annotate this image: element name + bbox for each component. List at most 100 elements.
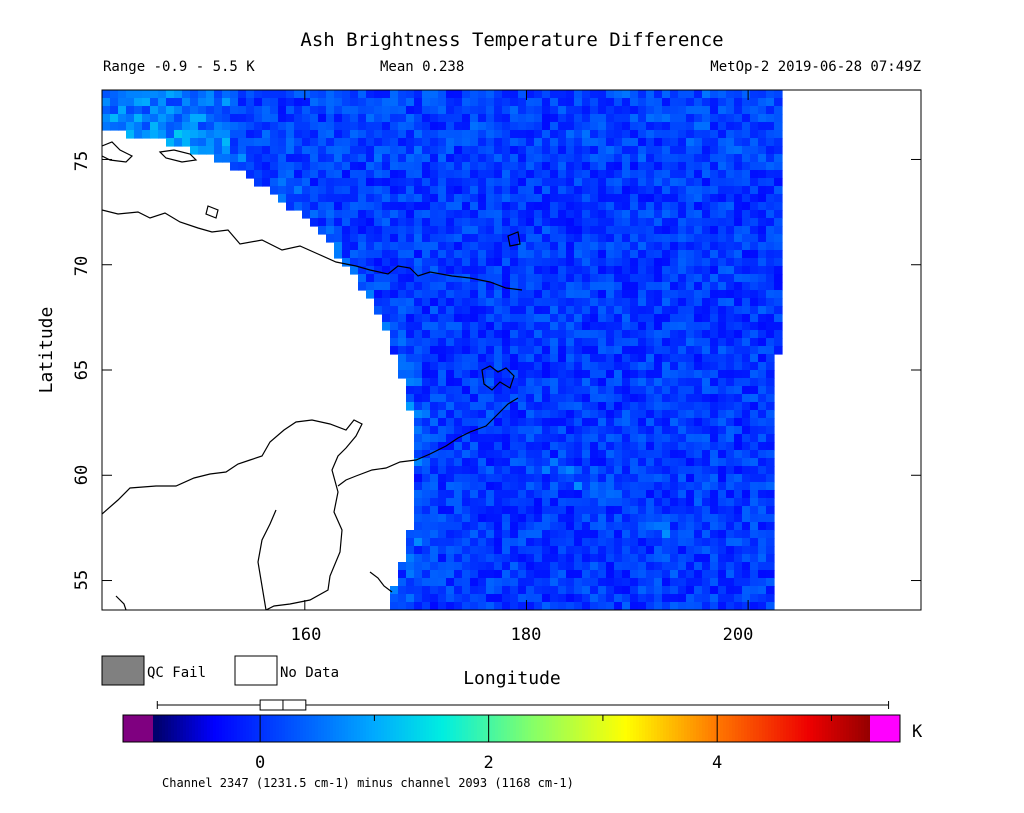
swath-cell <box>638 226 647 235</box>
swath-cell <box>702 266 711 275</box>
swath-cell <box>630 474 639 483</box>
colorbar-cell <box>720 715 724 742</box>
colorbar-cell <box>198 715 202 742</box>
swath-cell <box>422 330 431 339</box>
swath-cell <box>726 330 735 339</box>
swath-cell <box>678 562 687 571</box>
swath-cell <box>486 426 495 435</box>
swath-cell <box>446 250 455 259</box>
swath-cell <box>758 138 767 147</box>
swath-cell <box>550 290 559 299</box>
swath-cell <box>342 250 351 259</box>
swath-cell <box>694 562 703 571</box>
swath-cell <box>422 506 431 515</box>
swath-cell <box>462 130 471 139</box>
swath-cell <box>614 474 623 483</box>
swath-cell <box>462 306 471 315</box>
swath-cell <box>334 130 343 139</box>
swath-cell <box>486 602 495 610</box>
swath-cell <box>534 426 543 435</box>
swath-cell <box>598 418 607 427</box>
swath-cell <box>446 570 455 579</box>
swath-cell <box>590 122 599 131</box>
swath-cell <box>406 386 415 395</box>
swath-cell <box>678 282 687 291</box>
swath-cell <box>558 402 567 411</box>
swath-cell <box>646 290 655 299</box>
swath-cell <box>438 578 447 587</box>
swath-cell <box>742 122 751 131</box>
swath-cell <box>726 394 735 403</box>
swath-cell <box>542 162 551 171</box>
swath-cell <box>342 210 351 219</box>
swath-cell <box>518 282 527 291</box>
swath-cell <box>686 602 695 610</box>
swath-cell <box>222 130 231 139</box>
swath-cell <box>758 594 767 603</box>
swath-cell <box>238 90 247 99</box>
swath-cell <box>662 514 671 523</box>
swath-cell <box>350 210 359 219</box>
swath-cell <box>758 506 767 515</box>
swath-cell <box>518 186 527 195</box>
swath-cell <box>246 154 255 163</box>
swath-cell <box>414 114 423 123</box>
swath-cell <box>190 122 199 131</box>
swath-cell <box>374 258 383 267</box>
swath-cell <box>430 242 439 251</box>
swath-cell <box>550 354 559 363</box>
swath-cell <box>598 146 607 155</box>
swath-cell <box>734 546 743 555</box>
swath-cell <box>206 146 215 155</box>
colorbar-cell <box>183 715 187 742</box>
swath-cell <box>358 210 367 219</box>
swath-cell <box>598 498 607 507</box>
swath-cell <box>494 378 503 387</box>
swath-cell <box>670 90 679 99</box>
swath-cell <box>638 386 647 395</box>
swath-cell <box>510 362 519 371</box>
swath-cell <box>598 210 607 219</box>
swath-cell <box>446 530 455 539</box>
swath-cell <box>766 498 775 507</box>
swath-cell <box>766 554 775 563</box>
swath-cell <box>406 322 415 331</box>
swath-cell <box>734 138 743 147</box>
swath-cell <box>542 218 551 227</box>
swath-cell <box>494 554 503 563</box>
swath-cell <box>438 210 447 219</box>
swath-cell <box>358 234 367 243</box>
swath-cell <box>590 474 599 483</box>
swath-cell <box>254 98 263 107</box>
swath-cell <box>654 434 663 443</box>
swath-cell <box>590 170 599 179</box>
swath-cell <box>574 426 583 435</box>
swath-cell <box>438 434 447 443</box>
swath-cell <box>302 202 311 211</box>
swath-cell <box>566 522 575 531</box>
swath-cell <box>638 354 647 363</box>
swath-cell <box>726 538 735 547</box>
swath-cell <box>406 266 415 275</box>
swath-cell <box>518 594 527 603</box>
swath-cell <box>758 482 767 491</box>
swath-cell <box>366 250 375 259</box>
swath-cell <box>742 290 751 299</box>
swath-cell <box>558 346 567 355</box>
swath-cell <box>606 354 615 363</box>
swath-cell <box>766 130 775 139</box>
swath-cell <box>102 106 111 115</box>
swath-cell <box>766 210 775 219</box>
swath-cell <box>526 322 535 331</box>
swath-cell <box>718 186 727 195</box>
swath-cell <box>430 402 439 411</box>
swath-cell <box>702 226 711 235</box>
swath-cell <box>614 362 623 371</box>
swath-cell <box>254 90 263 99</box>
swath-cell <box>438 370 447 379</box>
swath-cell <box>406 234 415 243</box>
swath-cell <box>510 394 519 403</box>
colorbar-cell <box>828 715 832 742</box>
swath-cell <box>470 450 479 459</box>
swath-cell <box>534 90 543 99</box>
